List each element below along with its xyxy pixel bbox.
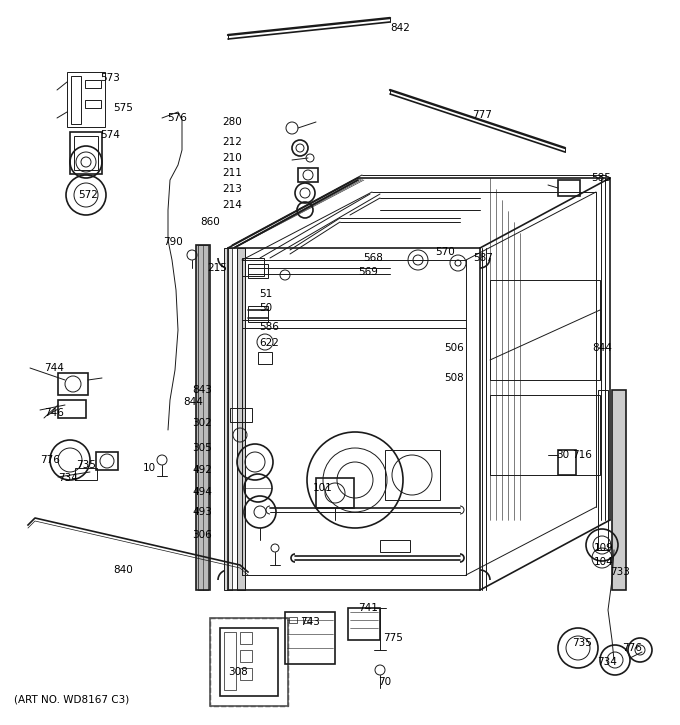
Bar	[74, 136, 98, 170]
Text: 735: 735	[572, 638, 592, 648]
Text: 744: 744	[44, 363, 64, 373]
Bar	[75, 468, 97, 480]
Bar	[242, 258, 264, 276]
Bar	[198, 245, 208, 590]
Bar	[71, 76, 81, 124]
Bar	[248, 306, 268, 322]
Text: 210: 210	[222, 153, 242, 163]
Text: 776: 776	[40, 455, 60, 465]
Bar	[258, 352, 272, 364]
Bar	[348, 608, 380, 640]
Bar	[224, 632, 236, 690]
Text: 50: 50	[259, 303, 272, 313]
Text: 494: 494	[192, 487, 212, 497]
Text: 101: 101	[313, 483, 333, 493]
Text: 508: 508	[444, 373, 464, 383]
Text: 733: 733	[610, 567, 630, 577]
Text: 493: 493	[192, 507, 212, 517]
Bar	[316, 478, 354, 508]
Text: 215: 215	[207, 263, 227, 273]
Bar	[490, 395, 600, 475]
Text: 743: 743	[300, 617, 320, 627]
Text: 844: 844	[183, 397, 203, 407]
Text: 506: 506	[444, 343, 464, 353]
Bar	[598, 390, 608, 550]
Bar	[96, 452, 118, 470]
Bar	[230, 408, 252, 422]
Text: 575: 575	[113, 103, 133, 113]
Bar	[237, 248, 245, 590]
Text: 573: 573	[100, 73, 120, 83]
Text: 280: 280	[222, 117, 242, 127]
Text: 844: 844	[592, 343, 612, 353]
Text: 843: 843	[192, 385, 212, 395]
Text: 576: 576	[167, 113, 187, 123]
Text: 104: 104	[594, 557, 614, 567]
Bar	[240, 668, 252, 680]
Text: 51: 51	[259, 289, 272, 299]
Bar	[612, 390, 626, 590]
Bar	[220, 628, 278, 696]
Bar	[224, 248, 232, 590]
Text: 305: 305	[192, 443, 211, 453]
Text: 741: 741	[358, 603, 378, 613]
Text: 308: 308	[228, 667, 248, 677]
Text: 30: 30	[556, 450, 569, 460]
Text: 842: 842	[390, 23, 410, 33]
Bar	[285, 612, 335, 664]
Text: 10: 10	[143, 463, 156, 473]
Bar	[196, 245, 210, 590]
Bar	[67, 72, 105, 127]
Text: 734: 734	[597, 657, 617, 667]
Text: 569: 569	[358, 267, 378, 277]
Text: 568: 568	[363, 253, 383, 263]
Text: 776: 776	[622, 643, 642, 653]
Text: 214: 214	[222, 200, 242, 210]
Bar	[58, 373, 88, 395]
Text: 213: 213	[222, 184, 242, 194]
Text: 211: 211	[222, 168, 242, 178]
Text: 109: 109	[594, 543, 614, 553]
Bar	[298, 168, 318, 182]
Bar	[380, 540, 410, 552]
Bar	[210, 618, 288, 706]
Text: 492: 492	[192, 465, 212, 475]
Text: 586: 586	[259, 322, 279, 332]
Bar	[248, 264, 268, 278]
Bar	[558, 180, 580, 196]
Bar	[85, 80, 101, 88]
Bar	[490, 280, 600, 380]
Bar	[240, 650, 252, 662]
Text: 860: 860	[200, 217, 220, 227]
Text: 775: 775	[383, 633, 403, 643]
Bar	[58, 400, 86, 418]
Bar	[85, 100, 101, 108]
Text: 70: 70	[378, 677, 391, 687]
Bar	[303, 617, 311, 623]
Bar	[385, 450, 440, 500]
Bar	[240, 632, 252, 644]
Text: 840: 840	[113, 565, 133, 575]
Text: 735: 735	[76, 460, 96, 470]
Text: 587: 587	[473, 253, 493, 263]
Bar	[558, 450, 576, 475]
Text: 212: 212	[222, 137, 242, 147]
Text: 574: 574	[100, 130, 120, 140]
Text: 572: 572	[78, 190, 98, 200]
Text: (ART NO. WD8167 C3): (ART NO. WD8167 C3)	[14, 695, 129, 705]
Text: 777: 777	[472, 110, 492, 120]
Text: 746: 746	[44, 408, 64, 418]
Bar	[70, 132, 102, 174]
Text: 306: 306	[192, 530, 211, 540]
Text: 734: 734	[58, 473, 78, 483]
Text: 570: 570	[435, 247, 455, 257]
Text: 302: 302	[192, 418, 211, 428]
Text: 790: 790	[163, 237, 183, 247]
Bar	[210, 618, 288, 706]
Text: 585: 585	[591, 173, 611, 183]
Text: 716: 716	[572, 450, 592, 460]
Text: 622: 622	[259, 338, 279, 348]
Bar	[228, 248, 232, 590]
Bar	[289, 617, 297, 623]
